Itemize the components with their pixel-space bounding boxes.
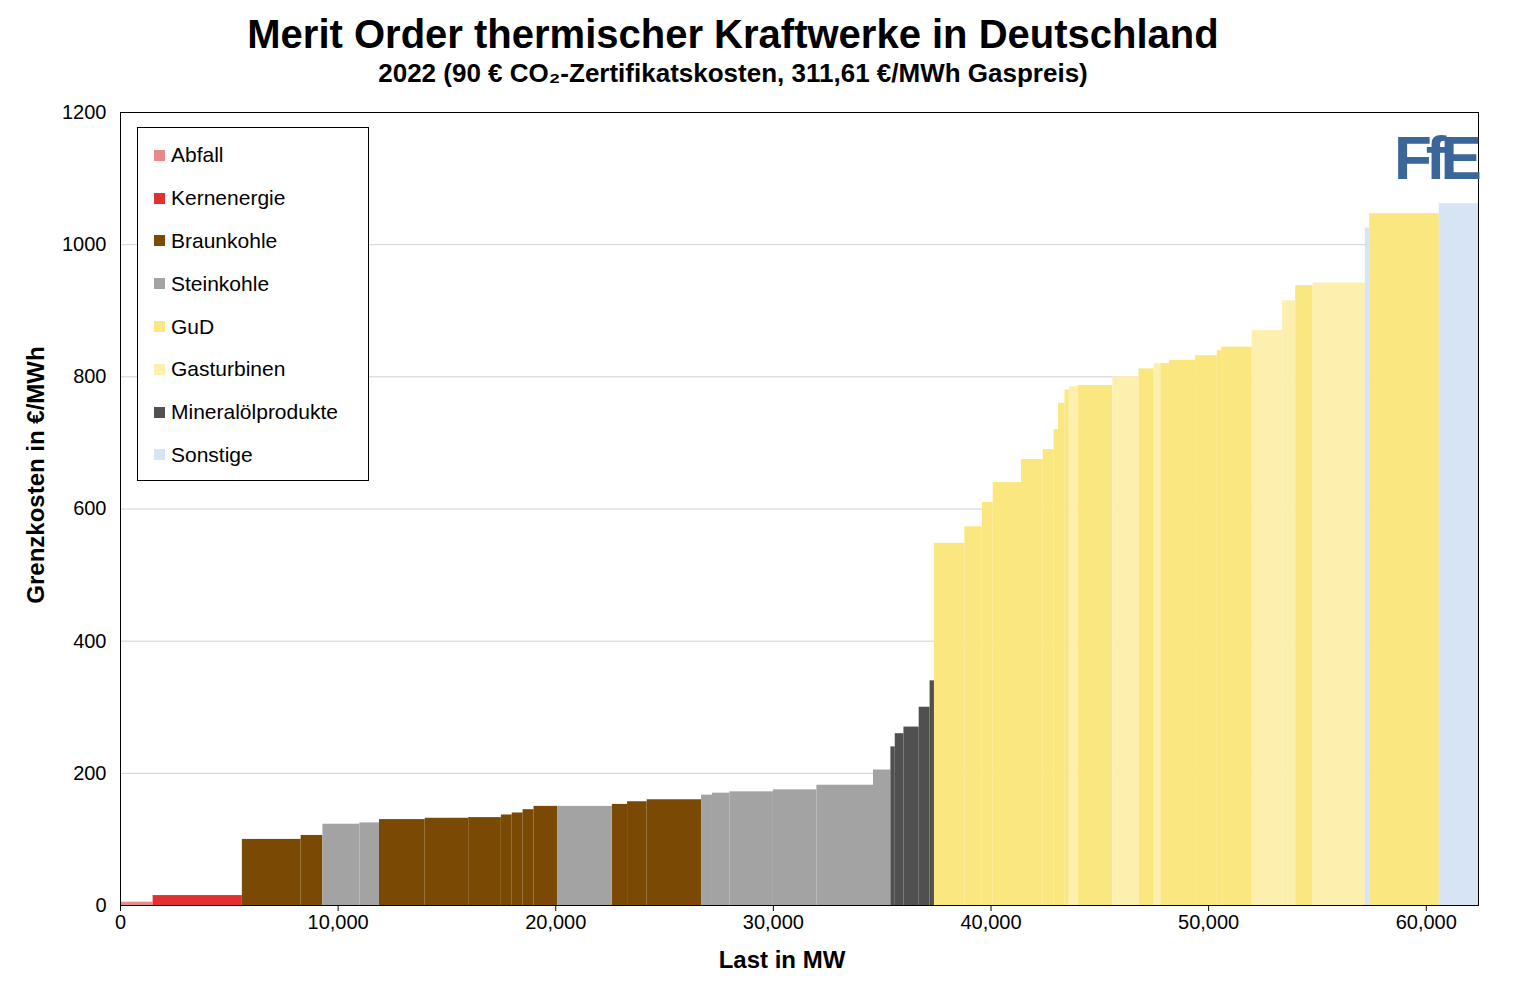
svg-text:10,000: 10,000 [308, 911, 369, 933]
html-text:Braunkohle: Braunkohle [171, 229, 278, 252]
html-text:Merit Order thermischer Kraftw: Merit Order thermischer Kraftwerke in De… [247, 12, 1219, 56]
html-text:Last in MW: Last in MW [718, 946, 846, 973]
svg-text:60,000: 60,000 [1396, 911, 1457, 933]
svg-text:1000: 1000 [62, 233, 107, 255]
html-text:Steinkohle: Steinkohle [171, 271, 270, 295]
html-text:FfE: FfE [1394, 123, 1476, 192]
svg-text:200: 200 [73, 762, 106, 784]
svg-text:0: 0 [95, 894, 106, 916]
svg-text:50,000: 50,000 [1178, 911, 1239, 933]
svg-text:800: 800 [73, 365, 106, 387]
html-text:2022 (90 € CO₂-Zertifikatskost: 2022 (90 € CO₂-Zertifikatskosten, 311,61… [378, 58, 1088, 88]
html-text:Kernenergie: Kernenergie [171, 186, 286, 210]
html-text:Sonstige: Sonstige [171, 443, 253, 466]
html-text:Grenzkosten in €/MWh: Grenzkosten in €/MWh [22, 346, 49, 604]
html-text:GuD: GuD [171, 314, 215, 338]
html-text:Mineralölprodukte: Mineralölprodukte [171, 400, 338, 424]
html-text:Abfall: Abfall [171, 143, 224, 167]
svg-text:1200: 1200 [62, 101, 107, 123]
svg-text:600: 600 [73, 497, 106, 519]
svg-text:30,000: 30,000 [743, 911, 804, 933]
html-text:Gasturbinen: Gasturbinen [171, 357, 286, 381]
svg-text:40,000: 40,000 [960, 911, 1021, 933]
svg-text:400: 400 [73, 630, 106, 652]
svg-text:20,000: 20,000 [525, 911, 586, 933]
svg-text:0: 0 [115, 911, 126, 933]
